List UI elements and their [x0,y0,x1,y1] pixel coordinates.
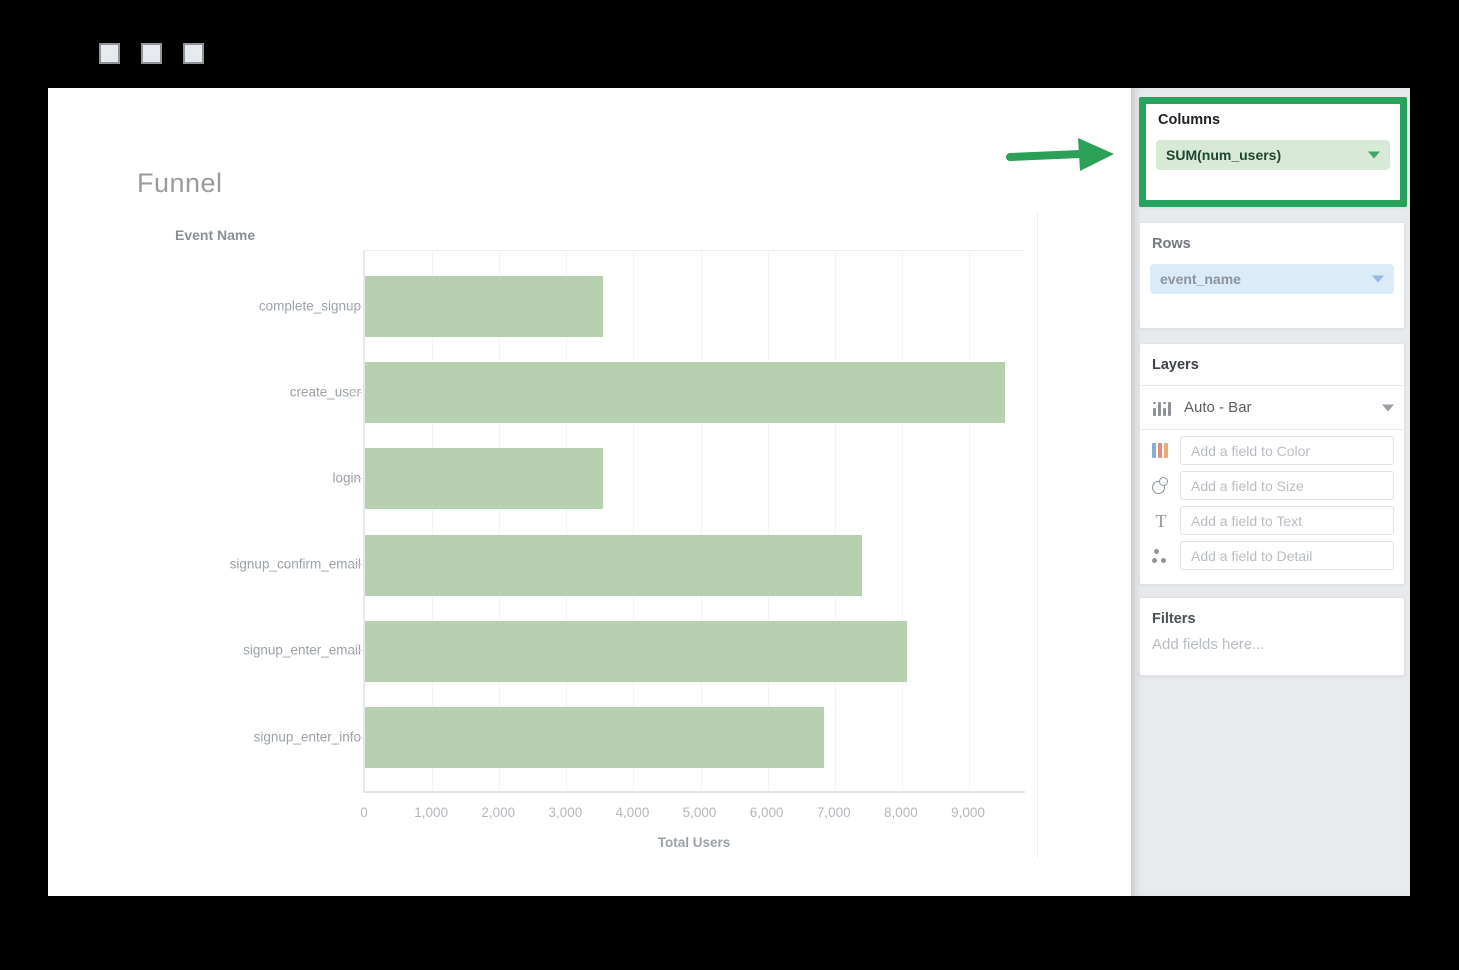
gridline [633,251,635,791]
gridline [767,251,769,791]
window-control-2[interactable] [141,43,162,64]
color-bars-icon [1152,442,1170,460]
bar-signup_enter_info[interactable] [365,707,825,768]
columns-field-pill[interactable]: SUM(num_users) [1156,140,1390,170]
detail-field-row [1140,541,1404,570]
mark-type-selector[interactable]: Auto - Bar [1140,386,1404,430]
size-field-input[interactable] [1180,471,1394,500]
bar-complete_signup[interactable] [365,276,603,337]
x-axis-tick-label: 9,000 [951,805,985,820]
gridline [834,251,836,791]
main-content: Funnel Event Name complete_signup create_… [48,88,1410,896]
filters-panel: Filters Add fields here... [1139,597,1405,676]
gridline [499,251,501,791]
rows-shelf: Rows event_name [1139,222,1405,329]
annotation-arrow-icon [1006,138,1114,171]
x-axis-tick-label: 1,000 [414,805,449,820]
window-titlebar [8,8,1451,88]
y-axis-label: complete_signup [258,298,361,313]
bar-login[interactable] [365,448,603,510]
gridline [969,251,970,791]
x-axis-tick-label: 6,000 [749,805,784,820]
text-field-row: T [1140,506,1404,535]
y-axis-label: signup_confirm_email [229,556,361,572]
rows-shelf-title: Rows [1152,236,1191,252]
color-field-row [1140,436,1404,465]
x-axis-tick-label: 3,000 [548,805,583,820]
x-axis-tick-label: 2,000 [481,805,516,820]
chevron-down-icon[interactable] [1372,275,1384,283]
chart-title: Funnel [137,168,223,198]
rows-field-label: event_name [1160,271,1241,287]
y-axis-label: signup_enter_info [253,729,361,744]
chart-card-border [1037,213,1038,858]
size-circles-icon [1152,476,1170,495]
gridline [901,251,903,791]
y-axis-tick [349,477,362,479]
layers-panel-title: Layers [1140,344,1404,386]
gridline [566,251,568,791]
gridline [700,251,702,791]
x-axis-tick-label: 7,000 [816,805,851,820]
filters-panel-title: Filters [1152,611,1196,627]
field-shelves-sidebar: Columns SUM(num_users) Rows event_name L… [1131,88,1410,896]
gridline [432,251,434,791]
y-axis-label: signup_enter_email [243,642,361,658]
bar-chart-icon [1152,399,1172,417]
window-control-1[interactable] [99,43,120,64]
y-axis-tick [349,650,362,652]
detail-dots-icon [1152,547,1170,565]
x-axis-tick-label: 5,000 [682,805,717,820]
bar-signup_enter_email[interactable] [365,620,908,682]
text-field-input[interactable] [1180,506,1394,535]
y-axis-label: login [332,470,361,486]
chevron-down-icon[interactable] [1368,151,1380,159]
y-axis-label: create_user [289,384,361,400]
y-axis-tick [349,736,362,738]
layers-panel: Layers Auto - Bar T [1139,343,1405,585]
x-axis-tick-label: 0 [360,805,368,820]
chevron-down-icon[interactable] [1382,404,1394,411]
y-axis-tick [349,564,362,566]
bar-signup_confirm_email[interactable] [365,534,863,596]
filters-drop-target[interactable]: Add fields here... [1152,636,1265,653]
mark-type-label: Auto - Bar [1184,399,1252,416]
detail-field-input[interactable] [1180,541,1394,570]
bar-chart-plot-area [363,250,1025,793]
bar-create_user[interactable] [365,362,1006,424]
x-axis-tick-label: 4,000 [615,805,650,820]
y-axis-title: Event Name [175,227,256,243]
y-axis-tick [349,391,362,393]
rows-field-pill[interactable]: event_name [1150,264,1394,294]
window-control-3[interactable] [183,43,204,64]
size-field-row [1140,471,1404,500]
x-axis-tick-label: 8,000 [883,805,918,820]
columns-shelf: Columns SUM(num_users) [1139,97,1407,207]
x-axis-title: Total Users [657,835,731,850]
text-icon: T [1155,510,1167,531]
app-window: Funnel Event Name complete_signup create_… [8,8,1451,962]
y-axis-tick [349,305,362,307]
columns-shelf-title: Columns [1158,112,1221,128]
columns-field-label: SUM(num_users) [1166,147,1282,163]
color-field-input[interactable] [1180,436,1394,465]
